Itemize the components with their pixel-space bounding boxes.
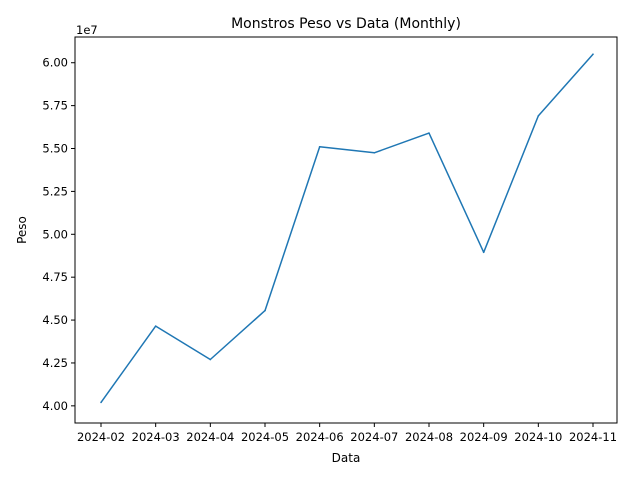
x-axis-label: Data [332,451,361,465]
x-tick-label: 2024-03 [132,430,180,444]
y-offset-label: 1e7 [76,23,98,37]
data-point [100,401,102,404]
x-tick-label: 2024-04 [186,430,234,444]
data-point [428,132,430,134]
data-point [592,53,594,55]
series-line [100,53,594,403]
y-axis-label: Peso [15,216,29,244]
x-tick-label: 2024-07 [350,430,398,444]
plot-area: 2024-02 2024-03 2024-04 2024-05 2024-06 2024-… [42,53,617,444]
x-tick-label: 2024-08 [405,430,453,444]
data-point [209,358,212,361]
data-point [264,309,266,312]
x-tick-label: 2024-09 [460,430,508,444]
data-point [154,325,157,327]
data-point [318,145,321,148]
y-tick-label: 4.25 [42,356,68,370]
y-tick-label: 6.00 [42,56,68,70]
chart-title: Monstros Peso vs Data (Monthly) [231,16,461,32]
plot-frame [74,36,618,424]
y-tick-label: 4.00 [42,399,68,413]
y-tick-label: 5.25 [42,184,68,198]
y-tick-label: 5.75 [42,99,68,113]
x-tick-label: 2024-02 [77,430,125,444]
data-point [537,115,540,117]
y-tick-label: 4.75 [42,270,68,284]
y-tick-label: 5.50 [42,142,68,156]
y-tick-label: 4.50 [42,313,68,327]
x-tick-label: 2024-05 [241,430,289,444]
y-tick-label: 5.00 [42,227,68,241]
x-tick-label: 2024-06 [296,430,344,444]
data-point [373,152,376,154]
data-point [482,251,485,254]
x-tick-label: 2024-10 [514,430,562,444]
x-tick-label: 2024-11 [569,430,617,444]
